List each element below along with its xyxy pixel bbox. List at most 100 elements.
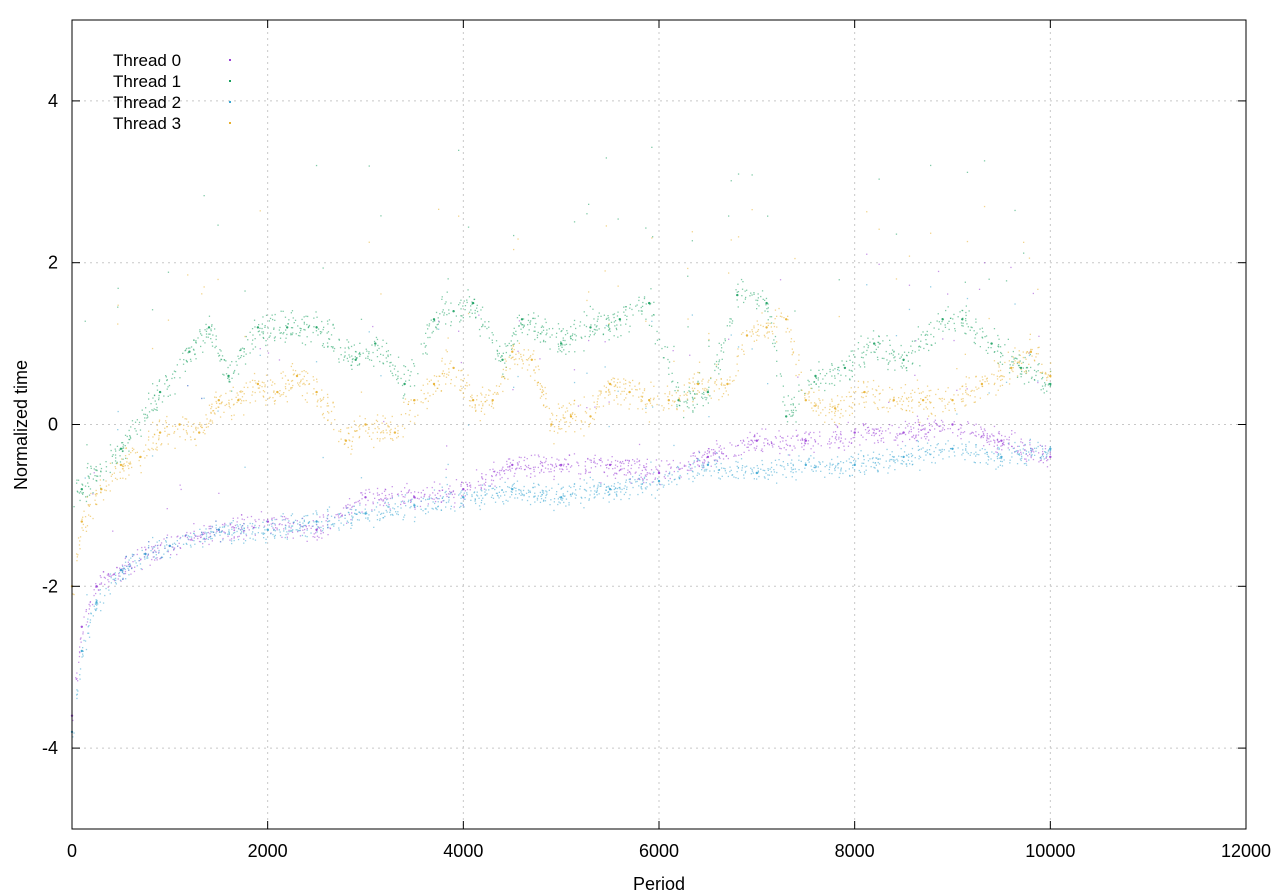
data-point [304, 329, 306, 331]
data-point [790, 437, 792, 439]
data-point [513, 333, 515, 335]
data-point [600, 390, 602, 392]
data-point [476, 495, 479, 497]
data-point [211, 422, 214, 424]
data-point [561, 499, 563, 501]
data-point [303, 520, 305, 523]
data-point [574, 333, 576, 336]
data-point [166, 537, 168, 539]
data-point [1017, 451, 1019, 453]
data-point [110, 577, 112, 579]
data-point [200, 541, 202, 543]
data-point [902, 455, 905, 459]
data-point [104, 577, 106, 579]
data-point [523, 494, 525, 496]
data-point [111, 462, 113, 464]
data-point [237, 527, 240, 529]
data-point [910, 426, 912, 428]
data-point [804, 438, 807, 440]
data-point [359, 355, 361, 357]
data-point [482, 325, 484, 327]
data-point [211, 325, 213, 327]
data-point [971, 431, 973, 433]
data-point [563, 495, 565, 497]
data-point [645, 469, 647, 471]
data-point [641, 469, 643, 472]
data-point [1033, 369, 1036, 371]
data-point [210, 538, 212, 540]
data-point [131, 555, 134, 557]
data-point [1000, 356, 1002, 358]
data-point [470, 309, 472, 311]
data-point [840, 461, 842, 463]
data-point [1049, 384, 1052, 386]
data-point [318, 536, 320, 539]
data-point [312, 525, 314, 527]
data-point [136, 433, 138, 435]
data-point [930, 164, 932, 167]
data-point [934, 428, 936, 430]
data-point [620, 498, 622, 501]
data-point [189, 358, 192, 360]
data-point [282, 393, 284, 396]
data-point [428, 497, 431, 499]
data-point [391, 496, 393, 498]
data-point [321, 530, 324, 532]
data-point [134, 421, 137, 423]
data-point [201, 397, 203, 400]
data-point [751, 440, 754, 442]
data-point [742, 281, 744, 283]
data-point [676, 406, 678, 408]
data-point [677, 382, 679, 384]
data-point [152, 442, 154, 444]
data-point [1003, 444, 1005, 446]
data-point [154, 549, 156, 552]
data-point [299, 335, 301, 337]
data-point [801, 438, 804, 441]
data-point [220, 531, 223, 533]
data-point [650, 461, 652, 463]
data-point [996, 451, 998, 454]
data-point [326, 508, 329, 511]
data-point [122, 465, 124, 468]
data-point [389, 509, 392, 512]
data-point [167, 271, 170, 273]
data-point [918, 423, 920, 426]
data-point [88, 476, 90, 478]
data-point [408, 489, 411, 491]
data-point [218, 531, 221, 533]
data-point [1050, 362, 1052, 364]
data-point [928, 395, 931, 397]
data-point [240, 349, 242, 351]
data-point [744, 290, 746, 292]
data-point [264, 326, 266, 328]
data-point [985, 349, 987, 352]
data-point [96, 475, 98, 477]
data-point [152, 551, 154, 554]
data-point [306, 540, 308, 542]
data-point [127, 561, 129, 563]
data-point [292, 374, 295, 376]
data-point [983, 262, 986, 264]
data-point [210, 531, 212, 533]
data-point [927, 431, 930, 433]
data-point [956, 413, 958, 415]
data-point [227, 377, 229, 379]
data-point [691, 240, 693, 242]
data-point [636, 461, 638, 463]
data-point [770, 316, 773, 318]
data-point [800, 439, 802, 441]
data-point [219, 349, 221, 351]
data-point [698, 459, 700, 461]
data-point [155, 409, 157, 411]
data-point [470, 499, 472, 501]
data-point [186, 361, 188, 363]
data-point [282, 333, 284, 335]
data-point [85, 610, 87, 613]
data-point [326, 517, 328, 519]
data-point [537, 331, 539, 334]
data-point [485, 478, 487, 481]
data-point [897, 460, 899, 462]
data-point [269, 317, 272, 320]
data-point [725, 472, 727, 474]
